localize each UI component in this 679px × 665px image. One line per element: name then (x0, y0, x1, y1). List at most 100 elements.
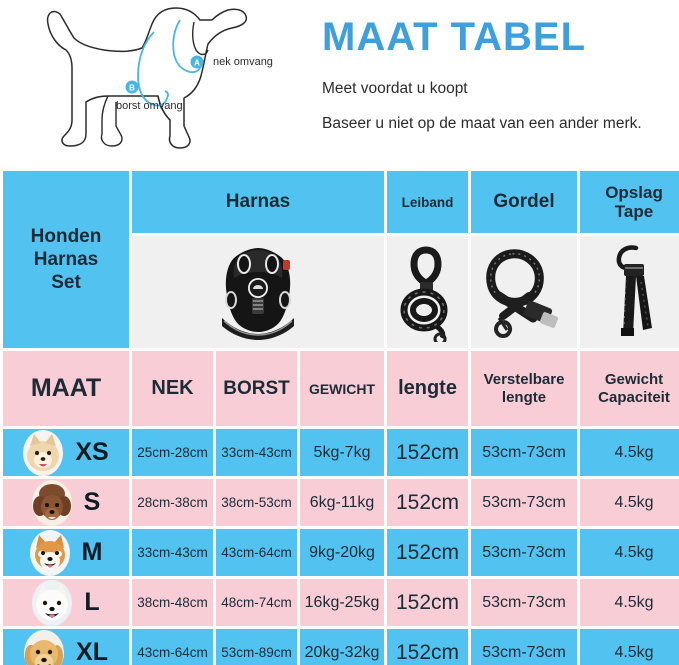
table-row: L 38cm-48cm 48cm-74cm 16kg-25kg 152cm 53… (3, 579, 679, 626)
cell-borst: 33cm-43cm (216, 429, 297, 476)
column-label-gewicht-capaciteit: Gewicht Capaciteit (580, 351, 679, 426)
size-cell: M (3, 529, 129, 576)
marker-b-icon (125, 80, 139, 94)
product-cell-seatbelt (471, 236, 578, 348)
verstelbare-line-2: lengte (501, 388, 547, 406)
samoyed-photo (32, 579, 73, 626)
cell-nek: 28cm-38cm (132, 479, 213, 526)
storage-tape-icon (616, 245, 653, 336)
harness-icon (222, 248, 294, 340)
size-letter: S (83, 488, 101, 516)
cell-gewicht-capaciteit: 4.5kg (580, 429, 679, 476)
cell-lengte: 152cm (387, 529, 469, 576)
size-letter: M (81, 538, 103, 566)
column-label-borst: BORST (216, 351, 297, 426)
brand-line-1: Honden (30, 225, 102, 247)
category-header-opslag: Opslag (605, 182, 663, 202)
seatbelt-icon (486, 249, 559, 338)
cell-borst: 38cm-53cm (216, 479, 297, 526)
cell-gewicht: 16kg-25kg (300, 579, 385, 626)
size-cell: XL (3, 629, 129, 665)
product-cell-harness (132, 236, 385, 348)
cell-nek: 38cm-48cm (132, 579, 213, 626)
poodle-photo (31, 479, 72, 526)
cell-borst: 48cm-74cm (216, 579, 297, 626)
cell-verstelbare-lengte: 53cm-73cm (471, 429, 578, 476)
column-label-lengte: lengte (387, 351, 469, 426)
golden-retriever-photo (24, 629, 65, 665)
category-header-tape: Tape (614, 202, 654, 221)
size-letter: XL (76, 638, 108, 665)
cell-gewicht-capaciteit: 4.5kg (580, 579, 679, 626)
table-row: XL 43cm-64cm 53cm-89cm 20kg-32kg 152cm 5… (3, 629, 679, 665)
column-label-gewicht: GEWICHT (300, 351, 385, 426)
column-label-nek: NEK (132, 351, 213, 426)
table-row: S 28cm-38cm 38cm-53cm 6kg-11kg 152cm 53c… (3, 479, 679, 526)
category-header-gordel: Gordel (471, 171, 578, 233)
table-row: M 33cm-43cm 43cm-64cm 9kg-20kg 152cm 53c… (3, 529, 679, 576)
size-cell: L (3, 579, 129, 626)
cell-lengte: 152cm (387, 629, 469, 665)
cell-verstelbare-lengte: 53cm-73cm (471, 479, 578, 526)
harness-product-image (132, 236, 384, 348)
cell-gewicht: 20kg-32kg (300, 629, 385, 665)
storage-tape-product-image (580, 236, 679, 348)
chest-girth-label: borst omvang (116, 100, 183, 112)
header-section: A B nek omvang borst omvang MAAT TABEL M… (0, 0, 679, 168)
size-cell: S (3, 479, 129, 526)
neck-girth-label: nek omvang (213, 56, 273, 68)
page-title: MAAT TABEL (322, 15, 587, 59)
category-header-harnas: Harnas (132, 171, 385, 233)
cell-nek: 33cm-43cm (132, 529, 213, 576)
column-label-verstelbare-lengte: Verstelbare lengte (471, 351, 578, 426)
table-row-category-headers: Honden Harnas Set Harnas Leiband Gordel … (3, 171, 679, 348)
verstelbare-line-1: Verstelbare (483, 371, 565, 389)
leash-product-image (387, 236, 468, 348)
cell-gewicht-capaciteit: 4.5kg (580, 529, 679, 576)
capaciteit-line-2: Capaciteit (598, 388, 670, 406)
cell-nek: 43cm-64cm (132, 629, 213, 665)
marker-a-letter: A (194, 59, 200, 68)
marker-a-icon (190, 55, 204, 69)
table-row-product-images (3, 236, 679, 348)
table-row-column-labels: MAAT NEK BORST GEWICHT lengte Verstelbar… (3, 351, 679, 426)
subtitle-other-brand: Baseer u niet op de maat van een ander m… (322, 114, 642, 132)
cell-gewicht: 9kg-20kg (300, 529, 385, 576)
shiba-inu-photo (29, 529, 70, 576)
category-header-opslag-tape: Opslag Tape (580, 171, 679, 233)
brand-cell: Honden Harnas Set (3, 171, 129, 348)
cell-borst: 53cm-89cm (216, 629, 297, 665)
leash-icon (400, 246, 448, 342)
table-row: XS 25cm-28cm 33cm-43cm 5kg-7kg 152cm 53c… (3, 429, 679, 476)
size-cell: XS (3, 429, 129, 476)
cell-gewicht-capaciteit: 4.5kg (580, 479, 679, 526)
cell-verstelbare-lengte: 53cm-73cm (471, 529, 578, 576)
pomeranian-photo (23, 429, 64, 476)
cell-gewicht: 6kg-11kg (300, 479, 385, 526)
column-label-maat: MAAT (3, 351, 129, 426)
cell-verstelbare-lengte: 53cm-73cm (471, 579, 578, 626)
title-block: MAAT TABEL Meet voordat u koopt Baseer u… (322, 16, 672, 133)
cell-nek: 25cm-28cm (132, 429, 213, 476)
brand-line-3: Set (51, 272, 81, 294)
category-header-leiband: Leiband (387, 171, 469, 233)
cell-gewicht: 5kg-7kg (300, 429, 385, 476)
marker-b-letter: B (129, 84, 135, 93)
size-letter: L (84, 588, 100, 616)
size-chart-table-wrapper: Honden Harnas Set Harnas Leiband Gordel … (0, 168, 679, 665)
size-letter: XS (75, 438, 109, 466)
capaciteit-line-1: Gewicht (604, 371, 664, 389)
cell-lengte: 152cm (387, 429, 469, 476)
size-chart-table: Honden Harnas Set Harnas Leiband Gordel … (0, 168, 679, 665)
cell-borst: 43cm-64cm (216, 529, 297, 576)
seatbelt-product-image (471, 236, 577, 348)
product-cell-storage-tape (580, 236, 679, 348)
brand-line-2: Harnas (33, 248, 99, 270)
cell-lengte: 152cm (387, 579, 469, 626)
cell-gewicht-capaciteit: 4.5kg (580, 629, 679, 665)
cell-verstelbare-lengte: 53cm-73cm (471, 629, 578, 665)
dog-measurement-diagram: A B nek omvang borst omvang (8, 2, 308, 162)
cell-lengte: 152cm (387, 479, 469, 526)
product-cell-leash (387, 236, 469, 348)
